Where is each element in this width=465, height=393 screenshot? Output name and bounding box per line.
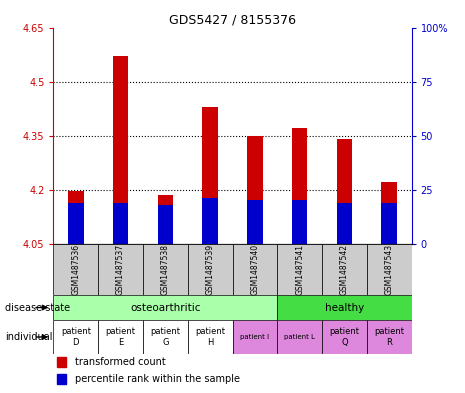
Text: individual: individual — [5, 332, 52, 342]
Bar — [247, 136, 263, 244]
Bar — [68, 203, 84, 244]
Bar — [53, 320, 98, 354]
Bar — [53, 244, 98, 295]
Bar — [57, 374, 66, 384]
Bar — [143, 244, 188, 295]
Text: GSM1487543: GSM1487543 — [385, 244, 394, 295]
Bar — [98, 244, 143, 295]
Text: GSM1487542: GSM1487542 — [340, 244, 349, 295]
Text: transformed count: transformed count — [75, 357, 166, 367]
Bar — [202, 198, 218, 244]
Bar — [277, 244, 322, 295]
Bar — [113, 56, 128, 244]
Bar — [337, 139, 352, 244]
Text: GSM1487540: GSM1487540 — [250, 244, 259, 295]
Text: healthy: healthy — [325, 303, 364, 312]
Bar — [381, 203, 397, 244]
Text: patient
G: patient G — [150, 327, 180, 347]
Text: disease state: disease state — [5, 303, 70, 312]
Bar — [322, 244, 367, 295]
Bar — [202, 107, 218, 244]
Text: patient
D: patient D — [61, 327, 91, 347]
Bar — [113, 203, 128, 244]
Bar — [337, 203, 352, 244]
Text: GSM1487537: GSM1487537 — [116, 244, 125, 295]
Bar — [158, 205, 173, 244]
Bar — [367, 244, 412, 295]
Bar — [158, 195, 173, 244]
Bar — [68, 191, 84, 244]
Bar — [277, 295, 412, 320]
Text: percentile rank within the sample: percentile rank within the sample — [75, 374, 240, 384]
Text: GSM1487536: GSM1487536 — [71, 244, 80, 295]
Text: GSM1487541: GSM1487541 — [295, 244, 304, 295]
Text: GSM1487538: GSM1487538 — [161, 244, 170, 295]
Text: patient L: patient L — [284, 334, 315, 340]
Bar — [322, 320, 367, 354]
Bar — [292, 129, 307, 244]
Bar — [381, 182, 397, 244]
Text: patient
E: patient E — [106, 327, 136, 347]
Bar — [277, 320, 322, 354]
Bar — [232, 320, 277, 354]
Text: patient
Q: patient Q — [329, 327, 359, 347]
Bar — [247, 200, 263, 244]
Bar — [292, 200, 307, 244]
Bar — [367, 320, 412, 354]
Bar — [232, 244, 277, 295]
Text: osteoarthritic: osteoarthritic — [130, 303, 200, 312]
Bar — [57, 357, 66, 367]
Text: patient I: patient I — [240, 334, 269, 340]
Bar — [188, 320, 232, 354]
Text: GSM1487539: GSM1487539 — [206, 244, 215, 295]
Title: GDS5427 / 8155376: GDS5427 / 8155376 — [169, 13, 296, 26]
Bar — [188, 244, 232, 295]
Text: patient
H: patient H — [195, 327, 225, 347]
Bar — [53, 295, 277, 320]
Text: patient
R: patient R — [374, 327, 404, 347]
Bar — [143, 320, 188, 354]
Bar — [98, 320, 143, 354]
